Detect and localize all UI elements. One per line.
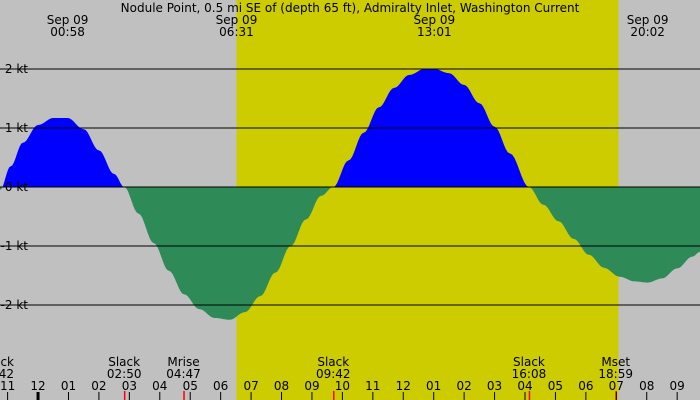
hour-label-17: 04 [517, 379, 532, 393]
top-event-time-1: 06:31 [219, 25, 254, 39]
hour-label-22: 09 [670, 379, 685, 393]
hour-label-20: 07 [609, 379, 624, 393]
bottom-event-name-0: Slack [0, 355, 14, 369]
hour-label-15: 02 [456, 379, 471, 393]
bottom-event-time-3: 09:42 [316, 367, 351, 381]
hour-label-10: 09 [304, 379, 319, 393]
bottom-event-name-3: Slack [317, 355, 349, 369]
bottom-event-time-1: 02:50 [107, 367, 142, 381]
flood-area-1 [2, 118, 125, 187]
y-tick-label-1: 1 kt [5, 121, 28, 135]
hour-label-2: 01 [61, 379, 76, 393]
top-event-time-0: 00:58 [50, 25, 85, 39]
chart-title: Nodule Point, 0.5 mi SE of (depth 65 ft)… [121, 1, 580, 15]
hour-label-7: 06 [213, 379, 228, 393]
y-tick-label-4: -2 kt [1, 298, 29, 312]
hour-label-16: 03 [487, 379, 502, 393]
hour-label-1: 12 [30, 379, 45, 393]
hour-label-13: 12 [396, 379, 411, 393]
bottom-event-time-5: 18:59 [598, 367, 633, 381]
ebb-area-4 [529, 187, 700, 283]
y-tick-label-2: 0 kt [5, 180, 28, 194]
hour-label-8: 07 [243, 379, 258, 393]
y-tick-label-3: -1 kt [1, 239, 29, 253]
top-event-time-3: 20:02 [630, 25, 665, 39]
hour-label-11: 10 [335, 379, 350, 393]
hour-label-5: 04 [152, 379, 167, 393]
hour-label-0: 11 [0, 379, 15, 393]
hour-label-18: 05 [548, 379, 563, 393]
hour-label-19: 06 [578, 379, 593, 393]
hour-label-3: 02 [91, 379, 106, 393]
top-event-time-2: 13:01 [417, 25, 452, 39]
bottom-event-time-0: 20:42 [0, 367, 14, 381]
bottom-event-name-1: Slack [108, 355, 140, 369]
hour-label-6: 05 [183, 379, 198, 393]
hour-label-21: 08 [639, 379, 654, 393]
bottom-event-name-5: Mset [601, 355, 630, 369]
top-event-date-3: Sep 09 [627, 13, 669, 27]
ebb-area-0 [0, 187, 3, 190]
hour-label-4: 03 [122, 379, 137, 393]
hour-label-14: 01 [426, 379, 441, 393]
bottom-event-time-2: 04:47 [166, 367, 201, 381]
hour-label-12: 11 [365, 379, 380, 393]
top-event-date-2: Sep 09 [413, 13, 455, 27]
hour-label-9: 08 [274, 379, 289, 393]
top-event-date-1: Sep 09 [216, 13, 258, 27]
top-event-date-0: Sep 09 [47, 13, 89, 27]
bottom-event-time-4: 16:08 [512, 367, 547, 381]
y-tick-label-0: 2 kt [5, 62, 28, 76]
bottom-event-name-4: Slack [513, 355, 545, 369]
bottom-event-name-2: Mrise [167, 355, 199, 369]
ebb-area-2 [124, 187, 334, 320]
